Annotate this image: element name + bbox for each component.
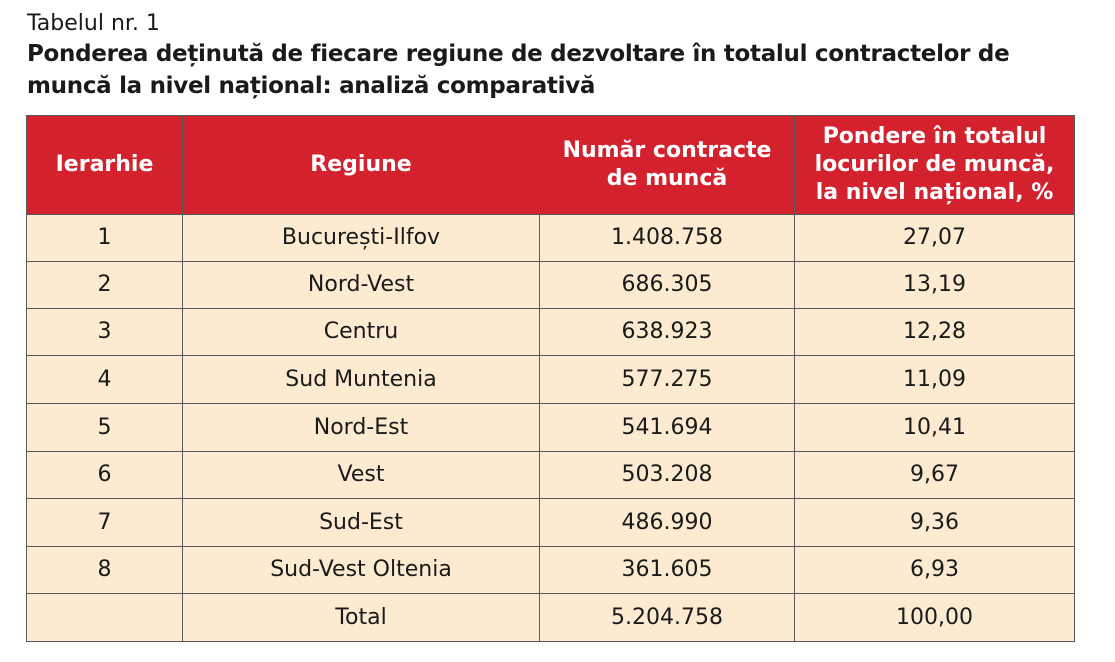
table-row: 8 Sud-Vest Oltenia 361.605 6,93 xyxy=(26,546,1075,594)
header-share: Pondere în totalul locurilor de muncă, l… xyxy=(794,115,1075,215)
total-rank xyxy=(26,593,183,642)
cell-contracts: 686.305 xyxy=(539,261,795,309)
cell-region: București-Ilfov xyxy=(182,214,540,262)
table-row: 6 Vest 503.208 9,67 xyxy=(26,451,1075,499)
cell-share: 13,19 xyxy=(794,261,1075,309)
cell-share: 12,28 xyxy=(794,308,1075,356)
header-contracts: Număr contracte de muncă xyxy=(539,115,795,215)
total-row: Total 5.204.758 100,00 xyxy=(26,593,1075,642)
cell-share: 9,67 xyxy=(794,451,1075,499)
cell-rank: 4 xyxy=(26,355,183,404)
cell-contracts: 1.408.758 xyxy=(539,214,795,262)
table-row: 7 Sud-Est 486.990 9,36 xyxy=(26,498,1075,547)
table-row: 1 București-Ilfov 1.408.758 27,07 xyxy=(26,214,1075,262)
cell-share: 11,09 xyxy=(794,355,1075,404)
cell-region: Vest xyxy=(182,451,540,499)
data-table: Ierarhie Regiune Număr contracte de munc… xyxy=(26,115,1075,642)
table-row: 4 Sud Muntenia 577.275 11,09 xyxy=(26,355,1075,404)
cell-share: 10,41 xyxy=(794,403,1075,452)
table-row: 2 Nord-Vest 686.305 13,19 xyxy=(26,261,1075,309)
cell-contracts: 577.275 xyxy=(539,355,795,404)
total-label: Total xyxy=(182,593,540,642)
cell-region: Sud-Est xyxy=(182,498,540,547)
header-region: Regiune xyxy=(182,115,540,215)
cell-rank: 1 xyxy=(26,214,183,262)
cell-contracts: 486.990 xyxy=(539,498,795,547)
cell-contracts: 503.208 xyxy=(539,451,795,499)
cell-share: 6,93 xyxy=(794,546,1075,594)
cell-share: 27,07 xyxy=(794,214,1075,262)
table-row: 3 Centru 638.923 12,28 xyxy=(26,308,1075,356)
cell-region: Nord-Vest xyxy=(182,261,540,309)
cell-rank: 3 xyxy=(26,308,183,356)
cell-contracts: 361.605 xyxy=(539,546,795,594)
header-row: Ierarhie Regiune Număr contracte de munc… xyxy=(26,115,1075,215)
total-share: 100,00 xyxy=(794,593,1075,642)
cell-contracts: 541.694 xyxy=(539,403,795,452)
cell-region: Centru xyxy=(182,308,540,356)
cell-rank: 5 xyxy=(26,403,183,452)
cell-rank: 8 xyxy=(26,546,183,594)
cell-region: Sud-Vest Oltenia xyxy=(182,546,540,594)
cell-contracts: 638.923 xyxy=(539,308,795,356)
total-contracts: 5.204.758 xyxy=(539,593,795,642)
header-rank: Ierarhie xyxy=(26,115,183,215)
cell-rank: 6 xyxy=(26,451,183,499)
cell-rank: 7 xyxy=(26,498,183,547)
cell-region: Sud Muntenia xyxy=(182,355,540,404)
table-row: 5 Nord-Est 541.694 10,41 xyxy=(26,403,1075,452)
cell-region: Nord-Est xyxy=(182,403,540,452)
cell-share: 9,36 xyxy=(794,498,1075,547)
cell-rank: 2 xyxy=(26,261,183,309)
table-caption: Tabelul nr. 1 xyxy=(27,11,160,36)
table-title: Ponderea deținută de fiecare regiune de … xyxy=(27,41,1010,99)
